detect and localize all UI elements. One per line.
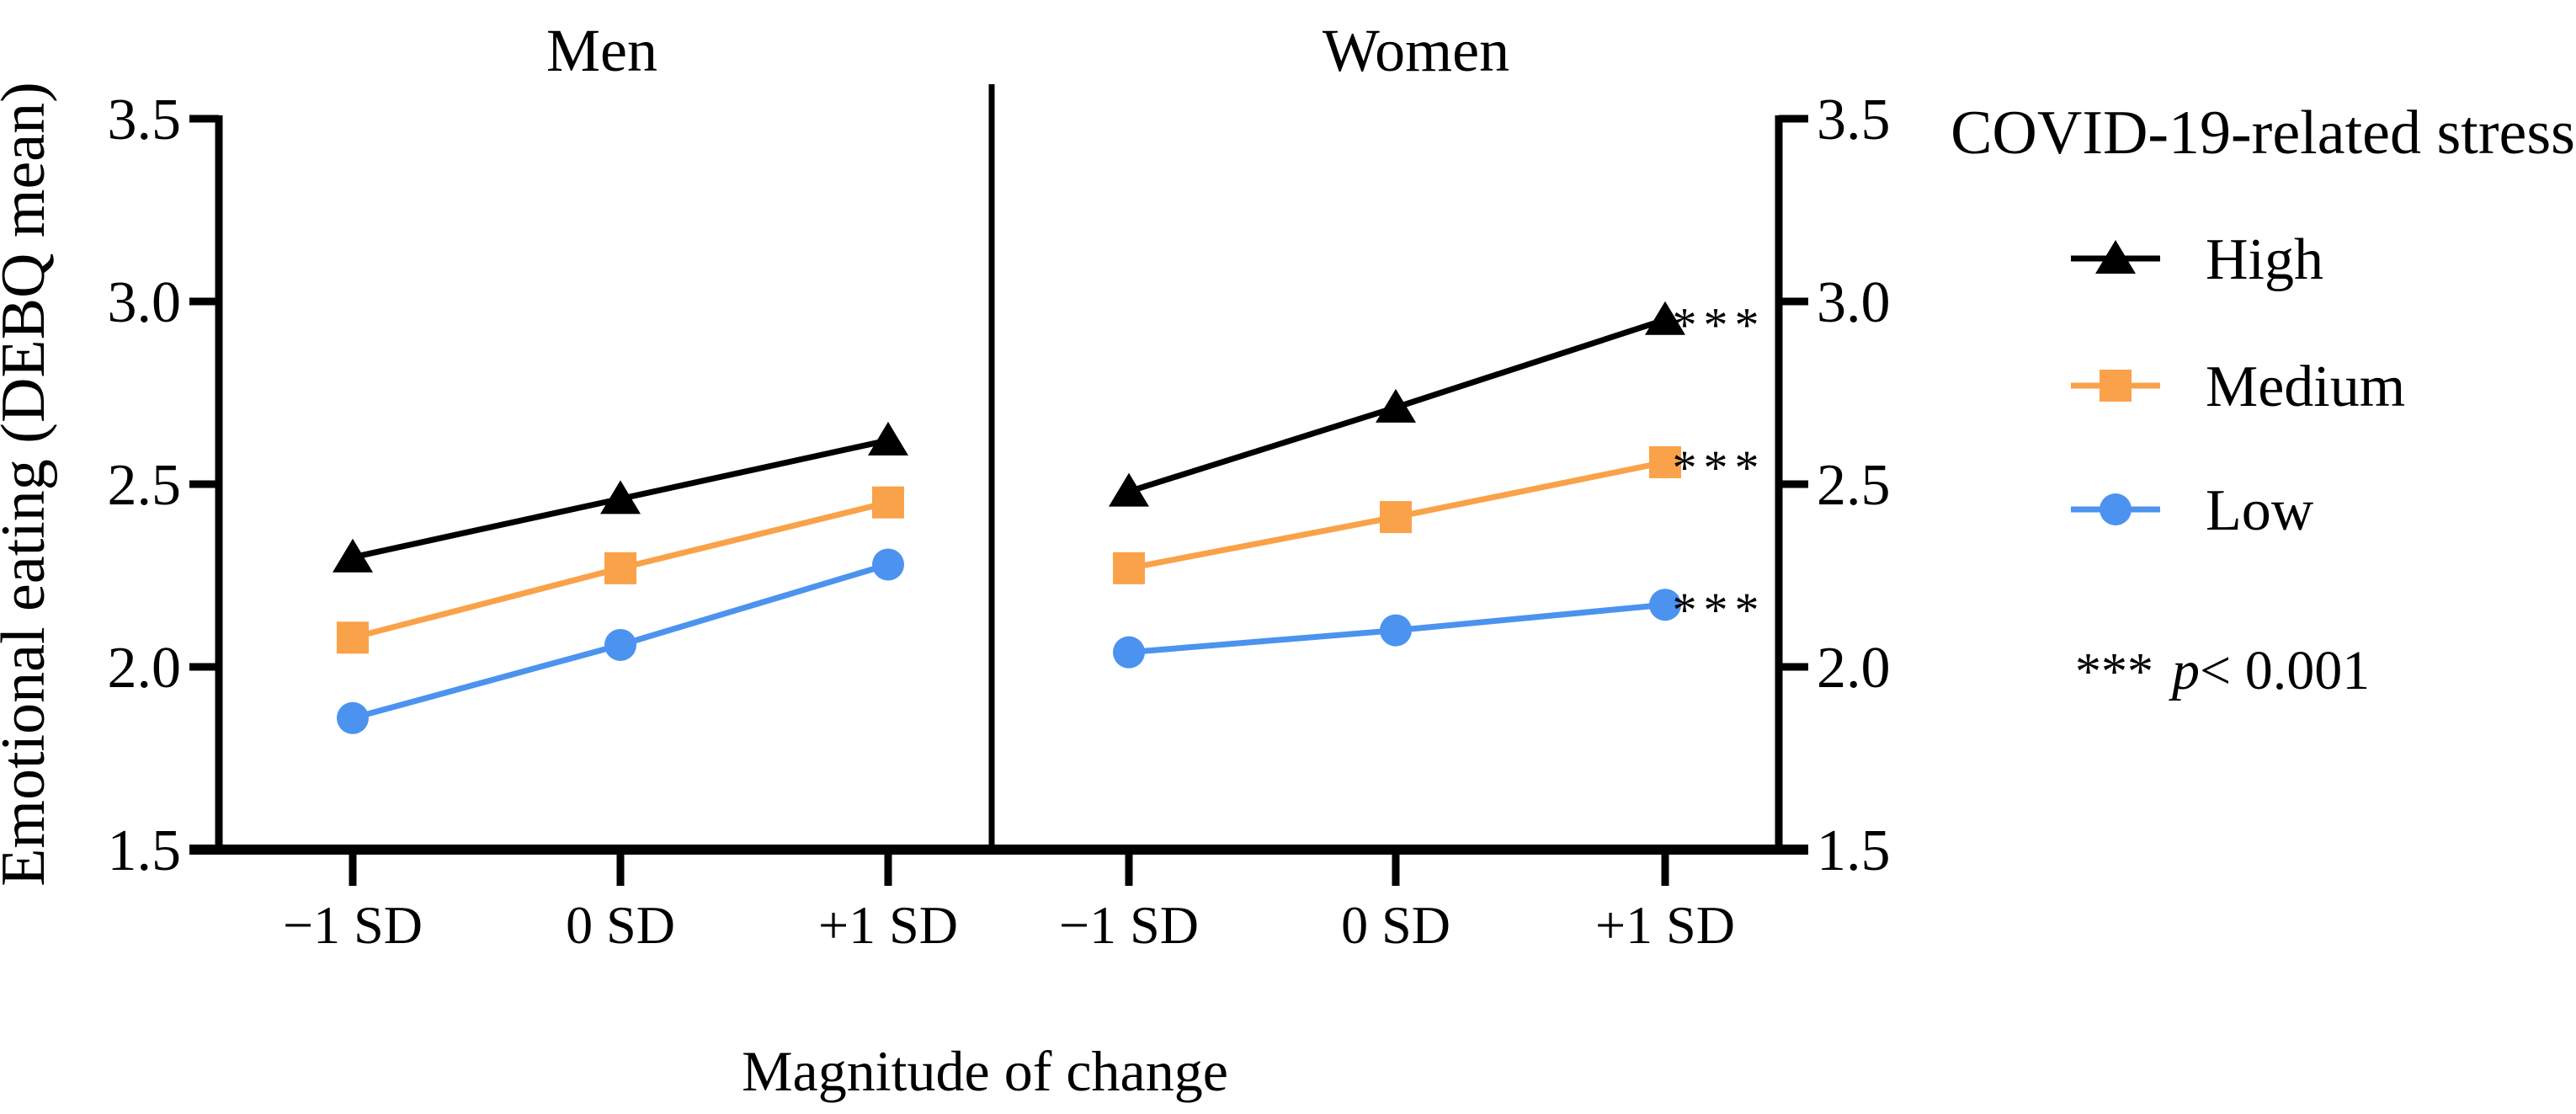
panel-title-women: Women (1323, 17, 1509, 84)
x-tick-label-1-1: 0 SD (1341, 895, 1450, 955)
series-women-low-circle-marker (1380, 614, 1412, 647)
x-tick-label-0-0: −1 SD (283, 895, 423, 955)
y-tick-label-left-4: 3.5 (108, 88, 182, 152)
legend-high-triangle-marker (2095, 240, 2136, 274)
y-tick-left-4 (189, 115, 219, 123)
y-tick-right-1 (1779, 663, 1808, 671)
y-tick-right-4 (1779, 115, 1808, 123)
series-layer: *** *** *** (333, 298, 1766, 734)
series-men-high-triangle-marker (333, 538, 373, 573)
series-men-high-triangle-marker (868, 421, 908, 456)
legend-medium-square-marker (2100, 370, 2132, 402)
legend-low-circle-marker (2100, 493, 2132, 525)
y-tick-left-3 (189, 297, 219, 306)
series-women-high-triangle-marker (1109, 472, 1149, 507)
y-tick-label-right-0: 1.5 (1817, 818, 1891, 883)
y-tick-label-left-2: 2.5 (108, 453, 182, 518)
x-tick-1-1 (1392, 855, 1400, 886)
x-tick-0-2 (884, 855, 892, 886)
x-axis-label: Magnitude of change (742, 1039, 1228, 1103)
annotation-stars: *** (2075, 643, 2153, 701)
series-women-low-circle-marker (1649, 589, 1681, 621)
series-men-medium-square-marker (604, 552, 636, 584)
x-tick-label-0-1: 0 SD (566, 895, 675, 955)
series-women-high-significance-stars: *** (1673, 298, 1766, 353)
series-women-low-significance-stars: *** (1673, 583, 1766, 637)
x-tick-label-0-2: +1 SD (818, 895, 958, 955)
y-tick-left-1 (189, 663, 219, 671)
y-tick-label-left-1: 2.0 (108, 636, 182, 701)
y-tick-label-right-2: 2.5 (1817, 453, 1891, 518)
legend-medium-label: Medium (2206, 354, 2405, 419)
y-tick-label-right-1: 2.0 (1817, 636, 1891, 701)
legend-items-layer: High Medium Low (2071, 227, 2405, 543)
y-tick-right-2 (1779, 480, 1808, 488)
y-tick-label-left-3: 3.0 (108, 270, 182, 335)
series-men-medium-square-marker (337, 621, 369, 654)
legend-high-label: High (2206, 227, 2323, 292)
x-tick-0-0 (349, 855, 357, 886)
annotation-p-symbol: p (2169, 640, 2200, 701)
y-axis-label: Emotional eating (DEBQ mean) (0, 82, 58, 887)
annotation-p-threshold: < 0.001 (2200, 640, 2370, 701)
x-axis-line (189, 845, 1808, 855)
series-men-high-triangle-marker (600, 480, 641, 514)
y-tick-label-right-4: 3.5 (1817, 88, 1891, 152)
x-tick-1-2 (1661, 855, 1669, 886)
series-women-medium-significance-stars: *** (1673, 440, 1766, 495)
series-men-low-circle-marker (872, 548, 904, 581)
y-tick-right-3 (1779, 297, 1808, 306)
series-women-low-circle-marker (1113, 636, 1145, 669)
y-tick-left-0 (189, 845, 219, 854)
series-women-high-triangle-marker (1645, 301, 1685, 335)
series-women-high-triangle-marker (1376, 388, 1416, 423)
x-tick-0-1 (616, 855, 625, 886)
x-tick-1-0 (1125, 855, 1133, 886)
series-men-low-circle-marker (337, 701, 369, 734)
axes-layer: 1.5 1.5 2.0 2.0 2.5 2.5 3.0 3.0 3.5 3.5 −1 SD 0 SD +… (108, 84, 1891, 955)
y-tick-left-2 (189, 480, 219, 488)
legend-title: COVID-19-related stress (1951, 99, 2575, 168)
y-tick-right-0 (1779, 845, 1808, 854)
x-tick-label-1-2: +1 SD (1595, 895, 1735, 955)
series-women-medium-square-marker (1380, 501, 1412, 534)
x-tick-label-1-0: −1 SD (1059, 895, 1199, 955)
series-men-low-circle-marker (604, 628, 636, 661)
series-women-medium-square-marker (1649, 445, 1681, 478)
legend-low-label: Low (2206, 478, 2314, 543)
p-value-annotation: *** p< 0.001 (2075, 640, 2370, 701)
y-tick-label-left-0: 1.5 (108, 818, 182, 883)
series-women-medium-square-marker (1113, 552, 1145, 584)
series-men-medium-square-marker (872, 486, 904, 519)
y-tick-label-right-3: 3.0 (1817, 270, 1891, 335)
panel-divider-line (988, 84, 995, 845)
panel-title-men: Men (546, 17, 657, 84)
